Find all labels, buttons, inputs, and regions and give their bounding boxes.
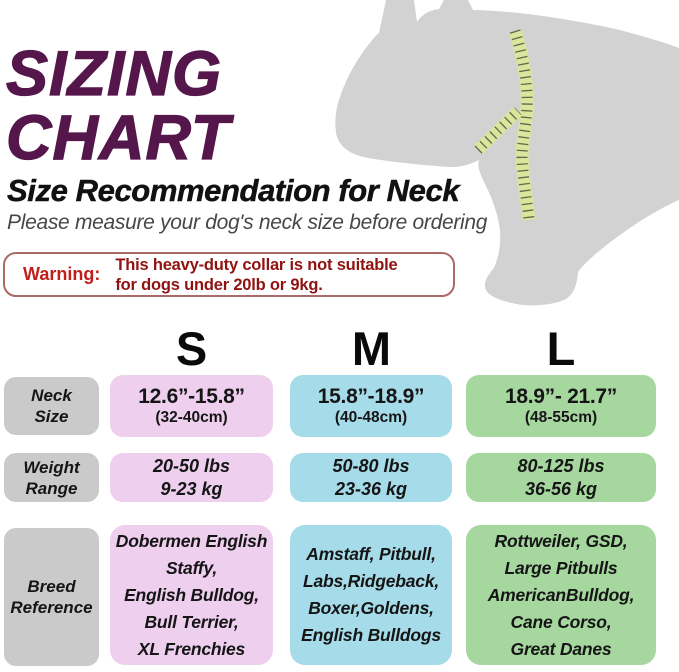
neck-size-cell-s: 12.6”-15.8” (32-40cm) [110,375,273,437]
measure-note: Please measure your dog's neck size befo… [7,211,488,234]
size-column-header-l: L [546,322,576,375]
weight-range-cell-l: 80-125 lbs 36-56 kg [466,453,656,502]
breed-reference-cell-m: Amstaff, Pitbull, Labs,Ridgeback, Boxer,… [290,525,452,665]
weight-range-cell-s: 20-50 lbs 9-23 kg [110,453,273,502]
row-header-breed-reference: Breed Reference [4,528,99,666]
warning-label: Warning: [23,264,101,284]
weight-range-cell-m: 50-80 lbs 23-36 kg [290,453,452,502]
measuring-tape-icon [473,29,536,221]
neck-size-cell-l: 18.9”- 21.7” (48-55cm) [466,375,656,437]
warning-message: This heavy-duty collar is not suitable f… [115,255,398,294]
neck-size-cm-l: (48-55cm) [524,409,598,426]
breed-reference-cell-s: Dobermen English Staffy, English Bulldog… [110,525,273,665]
page-title-line1: SIZING [5,39,223,109]
breed-reference-cell-l: Rottweiler, GSD, Large Pitbulls American… [466,525,656,665]
measuring-tape-main-ticks [509,29,535,221]
size-column-header-m: M [351,322,392,375]
row-header-weight-range: Weight Range [4,453,99,502]
warning-box: Warning: This heavy-duty collar is not s… [3,252,455,297]
subtitle: Size Recommendation for Neck [7,173,460,209]
dog-silhouette-image [335,0,679,306]
neck-size-cm-s: (32-40cm) [155,409,228,426]
neck-size-cm-m: (40-48cm) [334,409,408,426]
neck-size-inches-s: 12.6”-15.8” [138,385,245,408]
neck-size-cell-m: 15.8”-18.9” (40-48cm) [290,375,452,437]
neck-size-inches-l: 18.9”- 21.7” [505,385,617,408]
dog-body-silhouette [335,0,679,306]
page-title-line2: CHART [5,103,231,173]
size-column-header-s: S [175,322,208,375]
measuring-tape-branch-ticks [474,107,522,154]
neck-size-inches-m: 15.8”-18.9” [317,385,425,408]
row-header-neck-size: Neck Size [4,377,99,435]
